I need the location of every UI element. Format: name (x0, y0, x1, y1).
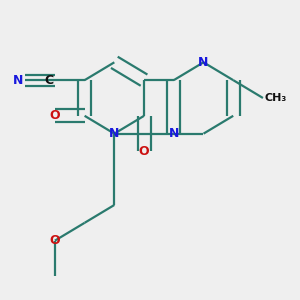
Text: N: N (109, 127, 119, 140)
Text: CH₃: CH₃ (264, 93, 287, 103)
Text: N: N (13, 74, 24, 87)
Text: O: O (50, 234, 60, 247)
Text: O: O (139, 145, 149, 158)
Text: O: O (50, 109, 60, 122)
Text: N: N (198, 56, 209, 69)
Text: N: N (169, 127, 179, 140)
Text: C: C (44, 74, 53, 87)
